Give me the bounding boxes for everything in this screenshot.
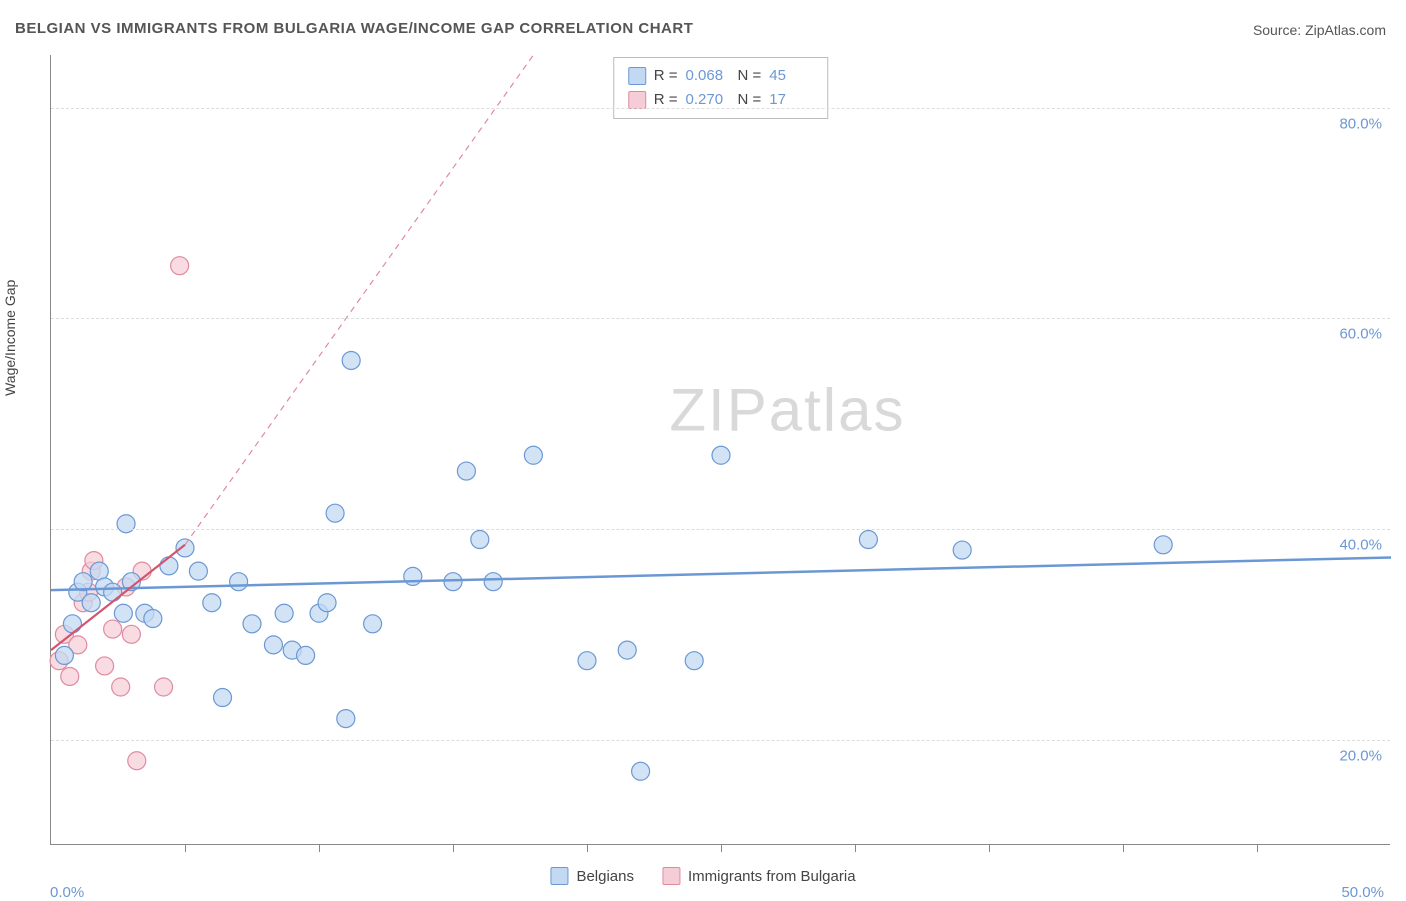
r-label: R = <box>654 64 678 88</box>
trend-line <box>185 55 533 545</box>
x-tick <box>1123 844 1124 852</box>
data-point <box>63 615 81 633</box>
n-label: N = <box>738 64 762 88</box>
gridline <box>51 529 1390 530</box>
x-tick <box>721 844 722 852</box>
data-point <box>117 515 135 533</box>
data-point <box>96 657 114 675</box>
data-point <box>203 594 221 612</box>
data-point <box>82 594 100 612</box>
y-axis-label: Wage/Income Gap <box>2 280 18 396</box>
gridline <box>51 740 1390 741</box>
data-point <box>578 652 596 670</box>
y-tick-label: 80.0% <box>1339 115 1382 132</box>
legend-label: Belgians <box>576 868 634 885</box>
scatter-svg <box>51 55 1390 844</box>
data-point <box>114 604 132 622</box>
legend-swatch-icon <box>662 867 680 885</box>
chart-container: BELGIAN VS IMMIGRANTS FROM BULGARIA WAGE… <box>0 0 1406 892</box>
data-point <box>712 446 730 464</box>
data-point <box>337 710 355 728</box>
data-point <box>297 646 315 664</box>
legend-stats-row: R = 0.068 N = 45 <box>628 64 814 88</box>
n-value: 45 <box>769 64 813 88</box>
data-point <box>128 752 146 770</box>
legend-series: Belgians Immigrants from Bulgaria <box>550 867 855 885</box>
y-tick-label: 60.0% <box>1339 326 1382 343</box>
trend-line <box>51 557 1391 590</box>
r-value: 0.068 <box>686 64 730 88</box>
data-point <box>364 615 382 633</box>
data-point <box>404 567 422 585</box>
data-point <box>61 667 79 685</box>
data-point <box>618 641 636 659</box>
data-point <box>484 573 502 591</box>
data-point <box>144 610 162 628</box>
data-point <box>171 257 189 275</box>
legend-swatch-icon <box>628 67 646 85</box>
legend-item: Immigrants from Bulgaria <box>662 867 856 885</box>
legend-item: Belgians <box>550 867 634 885</box>
data-point <box>189 562 207 580</box>
data-point <box>112 678 130 696</box>
x-axis-max-label: 50.0% <box>1341 884 1384 901</box>
legend-label: Immigrants from Bulgaria <box>688 868 856 885</box>
data-point <box>264 636 282 654</box>
plot-area: ZIPatlas R = 0.068 N = 45 R = 0.270 N = … <box>50 55 1390 845</box>
y-tick-label: 20.0% <box>1339 747 1382 764</box>
data-point <box>471 531 489 549</box>
legend-stats-box: R = 0.068 N = 45 R = 0.270 N = 17 <box>613 57 829 119</box>
data-point <box>243 615 261 633</box>
x-axis-min-label: 0.0% <box>50 884 84 901</box>
x-tick <box>989 844 990 852</box>
source-citation: Source: ZipAtlas.com <box>1253 22 1386 38</box>
data-point <box>685 652 703 670</box>
data-point <box>318 594 336 612</box>
data-point <box>104 620 122 638</box>
data-point <box>632 762 650 780</box>
x-tick <box>453 844 454 852</box>
gridline <box>51 318 1390 319</box>
data-point <box>155 678 173 696</box>
chart-title: BELGIAN VS IMMIGRANTS FROM BULGARIA WAGE… <box>15 20 693 37</box>
data-point <box>342 351 360 369</box>
data-point <box>160 557 178 575</box>
x-tick <box>855 844 856 852</box>
y-tick-label: 40.0% <box>1339 537 1382 554</box>
x-tick <box>319 844 320 852</box>
data-point <box>457 462 475 480</box>
data-point <box>55 646 73 664</box>
data-point <box>953 541 971 559</box>
gridline <box>51 108 1390 109</box>
x-tick <box>185 844 186 852</box>
data-point <box>122 625 140 643</box>
data-point <box>214 689 232 707</box>
data-point <box>104 583 122 601</box>
data-point <box>859 531 877 549</box>
data-point <box>230 573 248 591</box>
data-point <box>524 446 542 464</box>
data-point <box>176 539 194 557</box>
data-point <box>275 604 293 622</box>
legend-swatch-icon <box>550 867 568 885</box>
x-tick <box>587 844 588 852</box>
legend-swatch-icon <box>628 91 646 109</box>
data-point <box>1154 536 1172 554</box>
x-tick <box>1257 844 1258 852</box>
data-point <box>326 504 344 522</box>
